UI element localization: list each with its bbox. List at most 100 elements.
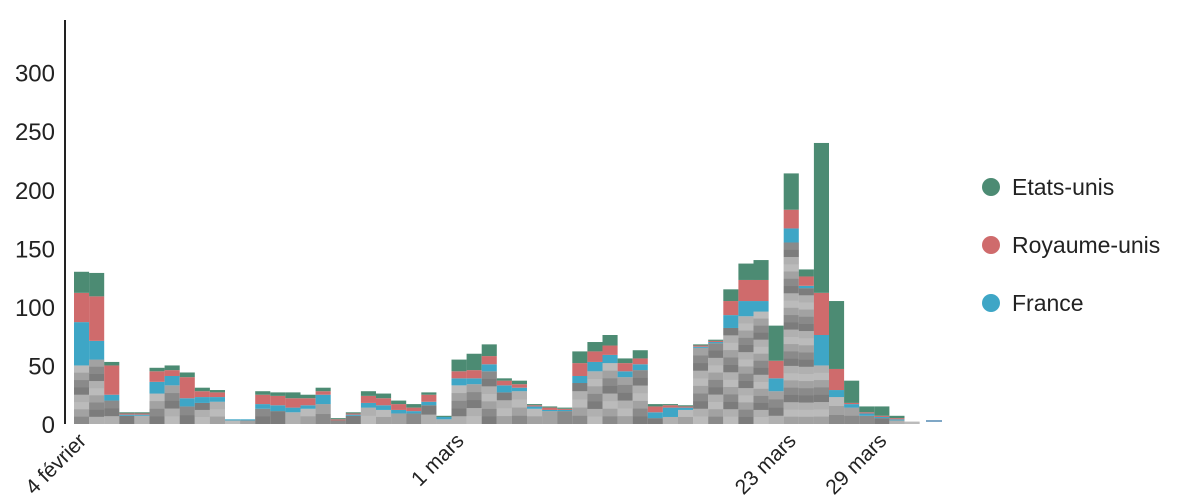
bar-texture-7-1: [179, 415, 195, 424]
bar-texture-42-9: [708, 409, 724, 417]
bar-texture-42-6: [708, 387, 724, 395]
bar-texture-31-0: [542, 411, 558, 424]
bar-texture-47-21: [783, 394, 799, 403]
x-axis-ticks: 4 février 1 mars 23 mars 29 mars: [21, 429, 891, 495]
bar-texture-49-5: [813, 402, 829, 410]
bar-texture-47-17: [783, 365, 799, 374]
bar-segment-6-france: [164, 375, 180, 386]
bar-segment-6-etats-unis: [164, 365, 180, 371]
bar-segment-39-france: [662, 407, 678, 417]
bar-segment-11-france: [240, 419, 256, 421]
bar-segment-25-royaume-unis: [451, 371, 467, 379]
bar-texture-2-1: [104, 408, 120, 417]
bar-texture-16-1: [315, 414, 331, 424]
bar-texture-43-12: [723, 416, 739, 424]
bar-segment-14-etats-unis: [285, 392, 301, 399]
bar-texture-41-4: [693, 378, 709, 386]
bar-segment-4-royaume-unis: [134, 413, 150, 415]
bar-segment-44-royaume-unis: [738, 279, 754, 302]
bar-segment-43-france: [723, 315, 739, 328]
bar-texture-44-6: [738, 359, 754, 367]
bar-texture-44-9: [738, 380, 754, 389]
bar-texture-6-4: [164, 416, 180, 424]
bar-texture-43-1: [723, 335, 739, 343]
bar-segment-16-royaume-unis: [315, 391, 331, 395]
bar-segment-20-royaume-unis: [376, 398, 392, 406]
bar-texture-46-0: [768, 391, 784, 400]
bars-layer: [74, 142, 920, 424]
bar-texture-0-2: [74, 380, 90, 388]
bar-texture-47-11: [783, 322, 799, 330]
bar-segment-9-etats-unis: [209, 390, 225, 393]
bar-texture-33-3: [572, 407, 588, 416]
bar-segment-22-etats-unis: [406, 404, 422, 408]
bar-texture-34-3: [587, 393, 603, 402]
bar-texture-33-2: [572, 399, 588, 408]
bar-texture-45-9: [753, 374, 769, 382]
bar-texture-25-3: [451, 408, 467, 417]
bar-texture-30-0: [527, 408, 543, 417]
bar-segment-25-france: [451, 378, 467, 386]
bar-segment-29-etats-unis: [511, 380, 527, 385]
bar-segment-49-royaume-unis: [813, 292, 829, 336]
bar-texture-42-5: [708, 379, 724, 388]
bar-texture-48-3: [798, 309, 814, 317]
bar-segment-16-france: [315, 394, 331, 405]
x-tick-label-0: 4 février: [21, 429, 91, 495]
bar-texture-27-2: [481, 386, 497, 394]
bar-segment-53-etats-unis: [874, 406, 890, 416]
bar-texture-25-2: [451, 400, 467, 409]
bar-texture-15-1: [300, 416, 316, 424]
bar-texture-47-5: [783, 278, 799, 287]
bar-texture-29-1: [511, 399, 527, 408]
bar-texture-9-1: [209, 409, 225, 417]
bar-texture-47-24: [783, 416, 799, 424]
bar-segment-40-etats-unis: [678, 405, 694, 407]
bar-segment-36-royaume-unis: [617, 363, 633, 372]
legend-marker-royaume-unis: [982, 236, 1000, 254]
bar-texture-9-0: [209, 401, 225, 410]
bar-segment-36-france: [617, 371, 633, 378]
x-tick-label-47: 23 mars: [731, 429, 801, 495]
bar-segment-7-royaume-unis: [179, 377, 195, 399]
bar-segment-17-royaume-unis: [330, 419, 346, 421]
bar-segment-46-france: [768, 378, 784, 392]
bar-texture-47-8: [783, 300, 799, 308]
bar-texture-48-8: [798, 345, 814, 353]
bar-segment-46-etats-unis: [768, 325, 784, 361]
bar-segment-47-france: [783, 228, 799, 243]
bar-texture-26-1: [466, 392, 482, 401]
bar-texture-48-17: [798, 409, 814, 417]
bar-segment-26-royaume-unis: [466, 370, 482, 379]
bar-texture-25-1: [451, 393, 467, 401]
bar-texture-1-4: [89, 388, 105, 396]
bar-texture-23-1: [421, 414, 437, 424]
bar-segment-25-etats-unis: [451, 359, 467, 372]
bar-segment-26-etats-unis: [466, 353, 482, 371]
bar-texture-46-1: [768, 399, 784, 408]
bar-segment-7-france: [179, 398, 195, 407]
bar-texture-45-1: [753, 318, 769, 326]
bar-texture-55-0: [904, 421, 920, 424]
bar-segment-50-france: [829, 390, 845, 398]
bar-segment-19-france: [360, 402, 376, 408]
bar-segment-41-etats-unis: [693, 344, 709, 346]
bar-segment-5-etats-unis: [149, 367, 165, 372]
bar-texture-36-3: [617, 400, 633, 409]
bar-segment-34-royaume-unis: [587, 351, 603, 362]
bar-texture-44-8: [738, 373, 754, 381]
bar-texture-45-5: [753, 346, 769, 354]
bar-texture-42-8: [708, 401, 724, 410]
bar-segment-39-etats-unis: [662, 404, 678, 406]
bar-texture-48-14: [798, 388, 814, 396]
bar-texture-44-14: [738, 416, 754, 424]
bar-texture-51-0: [844, 407, 860, 416]
bar-segment-48-france: [798, 285, 814, 289]
bar-texture-21-0: [391, 413, 407, 424]
bar-texture-37-3: [632, 393, 648, 401]
y-tick-label-50: 50: [28, 353, 55, 380]
x-tick-label-53: 29 mars: [821, 429, 891, 495]
legend-marker-france: [982, 294, 1000, 312]
bar-texture-49-7: [813, 416, 829, 424]
bar-segment-20-etats-unis: [376, 393, 392, 399]
